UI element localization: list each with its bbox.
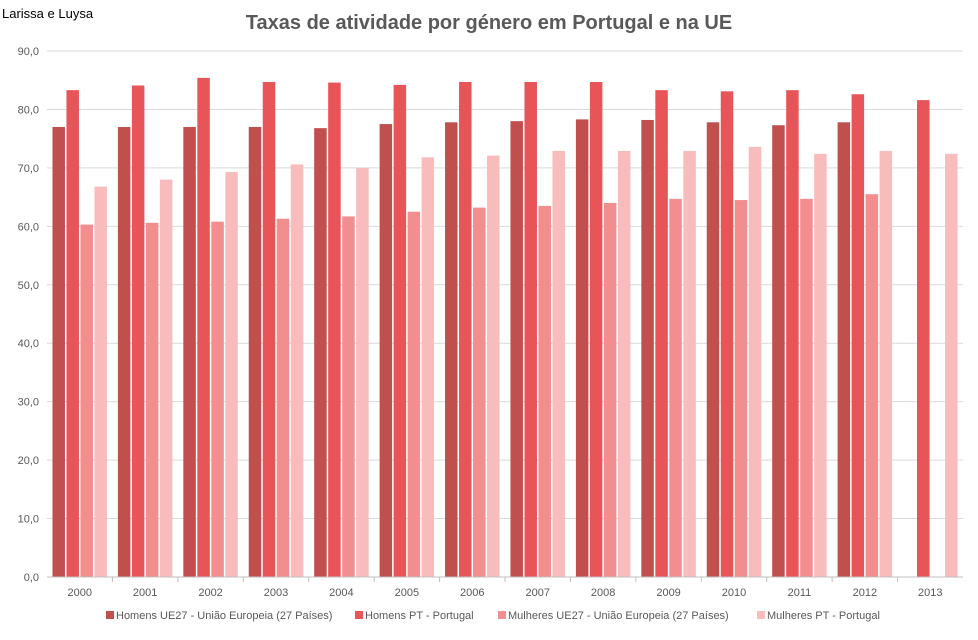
bar-1-2005 <box>379 124 393 578</box>
bar-1-2008 <box>575 119 589 577</box>
bars <box>52 77 958 578</box>
axes: 0,0 10,0 20,0 30,0 40,0 50,0 60,0 70,0 80,0 90,0 2… <box>18 46 963 599</box>
bar-3-2012 <box>865 194 879 577</box>
bar-2-2010 <box>720 91 734 578</box>
bar-4-2002 <box>225 171 238 578</box>
bar-1-2000 <box>52 126 65 577</box>
x-tick-label: 2006 <box>460 587 484 599</box>
legend-swatch <box>355 611 363 619</box>
bar-2-2005 <box>393 84 407 578</box>
bar-3-2003 <box>276 218 290 578</box>
legend-entry: Homens UE27 - União Europeia (27 Países) <box>116 610 332 622</box>
bar-3-2006 <box>473 207 486 577</box>
bar-4-2005 <box>421 157 435 577</box>
bar-3-2000 <box>80 224 93 577</box>
y-tick-label: 50,0 <box>18 280 39 292</box>
bar-3-2002 <box>211 221 224 577</box>
bar-1-2003 <box>248 126 262 577</box>
bar-4-2003 <box>290 164 304 578</box>
x-tick-label: 2001 <box>133 587 157 599</box>
x-tick-label: 2011 <box>788 587 812 599</box>
bar-3-2011 <box>800 198 813 577</box>
bar-2-2011 <box>786 90 799 577</box>
bar-4-2000 <box>94 186 107 577</box>
bar-1-2011 <box>772 125 785 578</box>
x-tick-label: 2008 <box>591 587 615 599</box>
legend-swatch <box>757 611 765 619</box>
bar-1-2009 <box>641 119 654 577</box>
bar-4-2001 <box>159 179 173 578</box>
y-tick-label: 10,0 <box>18 514 39 526</box>
bar-1-2010 <box>706 122 720 578</box>
bar-2-2008 <box>589 81 603 577</box>
bar-3-2010 <box>734 200 748 578</box>
x-tick-label: 2009 <box>656 587 680 599</box>
y-tick-label: 0,0 <box>24 572 39 584</box>
bar-4-2009 <box>683 150 696 577</box>
bar-3-2008 <box>603 202 617 577</box>
bar-2-2013 <box>917 100 930 578</box>
bar-4-2012 <box>879 150 893 577</box>
bar-2-2001 <box>131 85 145 577</box>
y-tick-label: 90,0 <box>18 46 39 58</box>
x-tick-label: 2004 <box>329 587 353 599</box>
y-tick-label: 20,0 <box>18 455 39 467</box>
x-tick-label: 2002 <box>198 587 222 599</box>
legend-entry: Mulheres UE27 - União Europeia (27 Paíse… <box>508 610 729 622</box>
bar-2-2003 <box>262 81 276 577</box>
bar-3-2004 <box>342 216 355 578</box>
x-tick-label: 2010 <box>722 587 746 599</box>
bar-4-2013 <box>945 153 958 577</box>
bar-2-2009 <box>655 90 668 577</box>
bar-2-2004 <box>328 82 341 577</box>
x-tick-label: 2007 <box>525 587 549 599</box>
legend-entry: Mulheres PT - Portugal <box>767 610 880 622</box>
y-tick-label: 40,0 <box>18 338 39 350</box>
x-tick-label: 2000 <box>67 587 91 599</box>
bar-4-2010 <box>748 146 762 578</box>
bar-3-2009 <box>669 198 682 577</box>
bar-2-2006 <box>459 81 472 577</box>
bar-1-2012 <box>837 122 851 578</box>
bar-2-2007 <box>524 81 537 577</box>
bar-2-2002 <box>197 77 210 577</box>
legend-entry: Homens PT - Portugal <box>365 610 474 622</box>
bar-3-2001 <box>145 222 159 577</box>
bar-4-2011 <box>814 153 827 577</box>
bar-3-2005 <box>407 211 421 577</box>
bar-3-2007 <box>538 205 551 577</box>
bar-1-2004 <box>314 128 327 577</box>
y-tick-label: 70,0 <box>18 163 39 175</box>
bar-1-2001 <box>117 126 131 577</box>
x-tick-label: 2005 <box>395 587 419 599</box>
x-tick-label: 2013 <box>918 587 942 599</box>
y-tick-label: 80,0 <box>18 104 39 116</box>
bar-1-2006 <box>445 122 458 578</box>
y-tick-label: 60,0 <box>18 221 39 233</box>
bar-4-2007 <box>552 150 565 577</box>
x-tick-label: 2012 <box>853 587 877 599</box>
bar-4-2004 <box>356 167 369 577</box>
bar-2-2000 <box>66 90 79 577</box>
legend-swatch <box>498 611 506 619</box>
y-tick-label: 30,0 <box>18 397 39 409</box>
legend-swatch <box>106 611 114 619</box>
bar-4-2006 <box>487 155 500 578</box>
bar-2-2012 <box>851 94 865 577</box>
bar-1-2002 <box>183 126 196 577</box>
chart-title: Taxas de atividade por género em Portuga… <box>245 12 733 34</box>
legend: Homens UE27 - União Europeia (27 Países)… <box>106 610 880 622</box>
bar-4-2008 <box>617 150 631 577</box>
bar-1-2007 <box>510 121 523 577</box>
x-tick-label: 2003 <box>264 587 288 599</box>
author-label: Larissa e Luysa <box>2 6 94 21</box>
